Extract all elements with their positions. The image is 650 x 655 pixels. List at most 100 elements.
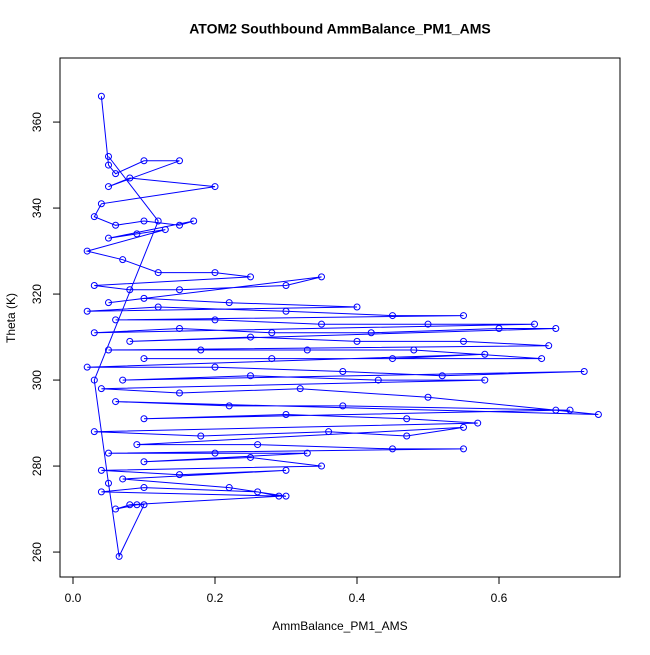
point (133, 230, 141, 238)
point (133, 501, 141, 509)
point (133, 441, 141, 449)
point (112, 221, 120, 229)
point (112, 316, 120, 324)
point (353, 337, 361, 345)
point (104, 299, 112, 307)
point (119, 376, 127, 384)
point (90, 213, 98, 221)
point (247, 372, 255, 380)
point (154, 303, 162, 311)
point (254, 488, 262, 496)
point (538, 355, 546, 363)
point (104, 449, 112, 457)
point (389, 445, 397, 453)
point (140, 294, 148, 302)
point (389, 312, 397, 320)
point (104, 183, 112, 191)
point (97, 200, 105, 208)
x-tick-label: 0.2 (207, 591, 224, 605)
point (175, 324, 183, 332)
x-tick-label: 0.6 (491, 591, 508, 605)
point (225, 484, 233, 492)
x-axis-label: AmmBalance_PM1_AMS (272, 619, 407, 633)
point (140, 157, 148, 165)
y-tick-label: 280 (30, 456, 44, 476)
point (495, 324, 503, 332)
point (268, 355, 276, 363)
point (190, 217, 198, 225)
point (318, 273, 326, 281)
point (83, 247, 91, 255)
point (83, 307, 91, 315)
chart-title: ATOM2 Southbound AmmBalance_PM1_AMS (189, 21, 491, 37)
point (104, 479, 112, 487)
point (247, 273, 255, 281)
point (254, 441, 262, 449)
point (318, 462, 326, 470)
point (115, 552, 123, 560)
point (282, 281, 290, 289)
point (90, 281, 98, 289)
point (140, 484, 148, 492)
point (545, 342, 553, 350)
point (481, 376, 489, 384)
point (353, 303, 361, 311)
x-tick-label: 0.0 (65, 591, 82, 605)
point (410, 346, 418, 354)
point (97, 385, 105, 393)
point (197, 346, 205, 354)
point (140, 355, 148, 363)
point (580, 367, 588, 375)
point (161, 226, 169, 234)
point (460, 312, 468, 320)
point (90, 376, 98, 384)
point (112, 170, 120, 178)
point (318, 320, 326, 328)
point (339, 367, 347, 375)
point (104, 161, 112, 169)
point (112, 505, 120, 513)
point (104, 234, 112, 242)
point (282, 307, 290, 315)
point (104, 346, 112, 354)
point (403, 415, 411, 423)
point (211, 449, 219, 457)
point (175, 286, 183, 294)
y-tick-label: 320 (30, 284, 44, 304)
point (154, 269, 162, 277)
point (438, 372, 446, 380)
point (247, 453, 255, 461)
point (90, 329, 98, 337)
point (303, 449, 311, 457)
point (126, 337, 134, 345)
point (282, 466, 290, 474)
point (211, 363, 219, 371)
point (225, 402, 233, 410)
point (112, 398, 120, 406)
point (282, 492, 290, 500)
point (119, 475, 127, 483)
point (211, 183, 219, 191)
point (367, 329, 375, 337)
point (424, 393, 432, 401)
point (119, 256, 127, 264)
point (268, 329, 276, 337)
point (552, 406, 560, 414)
point (460, 445, 468, 453)
point (275, 492, 283, 500)
point (97, 92, 105, 100)
point (197, 432, 205, 440)
point (211, 316, 219, 324)
y-axis-label: Theta (K) (4, 293, 18, 343)
point (126, 501, 134, 509)
point (460, 337, 468, 345)
point (175, 389, 183, 397)
point (83, 363, 91, 371)
point (140, 458, 148, 466)
point (296, 385, 304, 393)
point (247, 333, 255, 341)
y-tick-label: 340 (30, 198, 44, 218)
point (225, 299, 233, 307)
